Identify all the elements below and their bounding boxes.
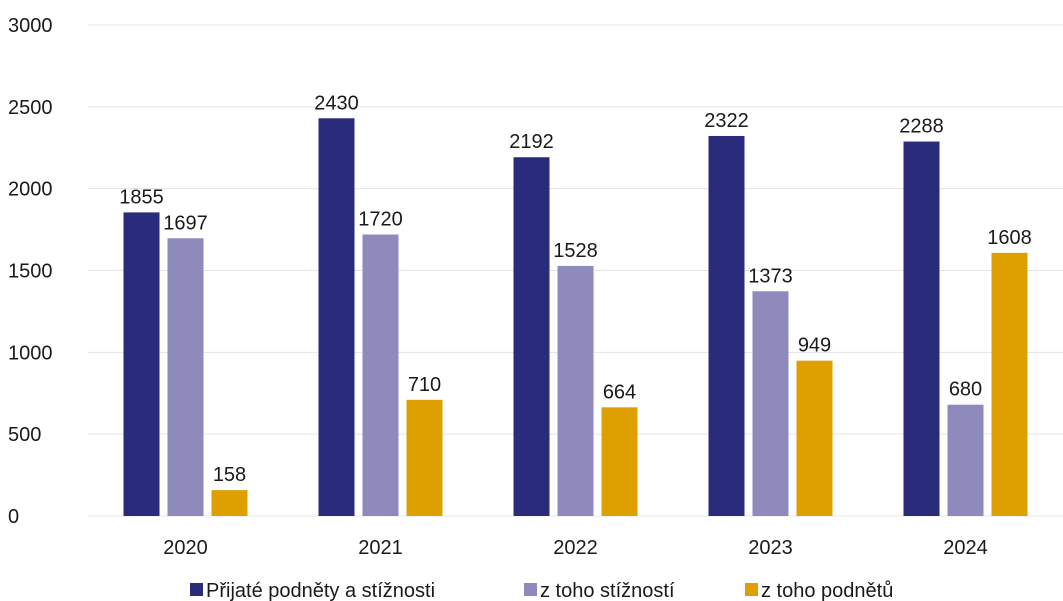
legend: Přijaté podněty a stížnosti z toho stížno…	[190, 580, 893, 601]
y-tick-label: 1500	[8, 261, 53, 283]
bar	[903, 141, 940, 516]
bar	[947, 404, 984, 516]
data-label: 1373	[748, 265, 793, 287]
y-tick-label: 500	[8, 424, 41, 446]
bar	[991, 252, 1028, 516]
y-tick-label: 1000	[8, 342, 53, 364]
y-tick-label: 2000	[8, 179, 53, 201]
bar	[708, 135, 745, 516]
bar	[123, 212, 160, 517]
y-tick-label: 2500	[8, 97, 53, 119]
y-tick-label: 3000	[8, 15, 53, 37]
bar	[557, 265, 594, 516]
x-tick-label: 2023	[748, 537, 793, 559]
data-label: 1608	[987, 227, 1032, 249]
data-label: 2430	[314, 92, 359, 114]
x-axis-labels: 2020 2021 2022 2023 2024	[163, 537, 988, 559]
bar	[796, 360, 833, 516]
data-label: 949	[798, 335, 831, 357]
bar	[406, 399, 443, 516]
x-tick-label: 2022	[553, 537, 598, 559]
data-label: 158	[213, 464, 246, 486]
bar	[362, 234, 399, 516]
x-tick-label: 2020	[163, 537, 208, 559]
data-label: 710	[408, 374, 441, 396]
data-label: 2288	[899, 116, 944, 138]
y-axis-ticks: 0 500 1000 1500 2000 2500 3000	[8, 15, 53, 528]
y-tick-label: 0	[8, 506, 19, 528]
legend-label: z toho stížností	[540, 580, 675, 601]
x-tick-label: 2021	[358, 537, 403, 559]
bar	[601, 407, 638, 516]
bar	[513, 157, 550, 516]
data-label: 1855	[119, 186, 164, 208]
bars	[123, 118, 1028, 517]
data-label: 664	[603, 381, 636, 403]
data-label: 2192	[509, 131, 554, 153]
data-label: 1720	[358, 208, 403, 230]
legend-label: Přijaté podněty a stížnosti	[206, 580, 435, 601]
data-label: 1697	[163, 212, 208, 234]
data-labels: 1855 1697 158 2430 1720 710 2192 1528 664 2322 137…	[119, 92, 1032, 486]
bar	[167, 238, 204, 516]
data-label: 680	[949, 379, 982, 401]
bar	[318, 118, 355, 516]
legend-label: z toho podnětů	[761, 580, 893, 601]
bar	[752, 291, 789, 516]
data-label: 1528	[553, 240, 598, 262]
data-label: 2322	[704, 110, 749, 132]
x-tick-label: 2024	[943, 537, 988, 559]
legend-swatch	[745, 583, 758, 596]
bar	[211, 490, 248, 516]
legend-swatch	[524, 583, 537, 596]
legend-swatch	[190, 583, 203, 596]
